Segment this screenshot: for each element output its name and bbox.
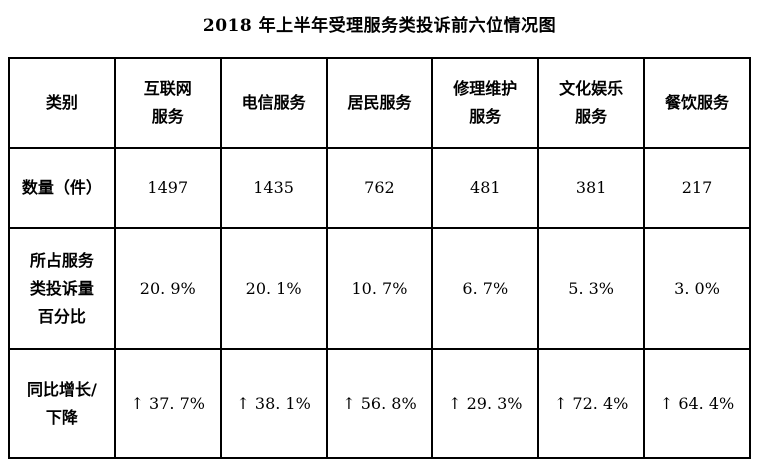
- header-col-telecom-service: 电信服务: [219, 57, 328, 149]
- header-col-catering-service: 餐饮服务: [643, 57, 751, 149]
- growth-value: ↑ 64. 4%: [643, 348, 751, 459]
- growth-value: ↑ 72. 4%: [537, 348, 646, 459]
- header-col-repair-maintenance-service: 修理维护 服务: [431, 57, 540, 149]
- quantity-value: 217: [643, 147, 751, 229]
- percentage-value: 20. 9%: [113, 227, 222, 350]
- quantity-value: 1435: [219, 147, 328, 229]
- quantity-value: 481: [431, 147, 540, 229]
- percentage-value: 5. 3%: [537, 227, 646, 350]
- row-label-percentage: 所占服务 类投诉量 百分比: [8, 227, 116, 350]
- quantity-value: 762: [325, 147, 434, 229]
- percentage-value: 20. 1%: [219, 227, 328, 350]
- percentage-value: 3. 0%: [643, 227, 751, 350]
- percentage-value: 10. 7%: [325, 227, 434, 350]
- row-label-yoy-growth: 同比增长/ 下降: [8, 348, 116, 459]
- percentage-value: 6. 7%: [431, 227, 540, 350]
- table-row-yoy-growth: 同比增长/ 下降 ↑ 37. 7% ↑ 38. 1% ↑ 56. 8% ↑ 29…: [8, 348, 751, 459]
- page-title: 2018 年上半年受理服务类投诉前六位情况图: [202, 16, 557, 36]
- table-row-quantity: 数量（件） 1497 1435 762 481 381 217: [8, 147, 751, 229]
- header-col-culture-entertainment-service: 文化娱乐 服务: [537, 57, 646, 149]
- table-header-row: 类别 互联网 服务 电信服务 居民服务 修理维护 服务 文化娱乐 服务 餐饮服务: [8, 57, 751, 149]
- table-row-percentage: 所占服务 类投诉量 百分比 20. 9% 20. 1% 10. 7% 6. 7%…: [8, 227, 751, 350]
- growth-value: ↑ 37. 7%: [113, 348, 222, 459]
- row-label-quantity: 数量（件）: [8, 147, 116, 229]
- growth-value: ↑ 29. 3%: [431, 348, 540, 459]
- complaints-table: 类别 互联网 服务 电信服务 居民服务 修理维护 服务 文化娱乐 服务 餐饮服务…: [8, 57, 751, 459]
- header-col-internet-service: 互联网 服务: [113, 57, 222, 149]
- header-col-resident-service: 居民服务: [325, 57, 434, 149]
- quantity-value: 1497: [113, 147, 222, 229]
- growth-value: ↑ 56. 8%: [325, 348, 434, 459]
- quantity-value: 381: [537, 147, 646, 229]
- growth-value: ↑ 38. 1%: [219, 348, 328, 459]
- header-category: 类别: [8, 57, 116, 149]
